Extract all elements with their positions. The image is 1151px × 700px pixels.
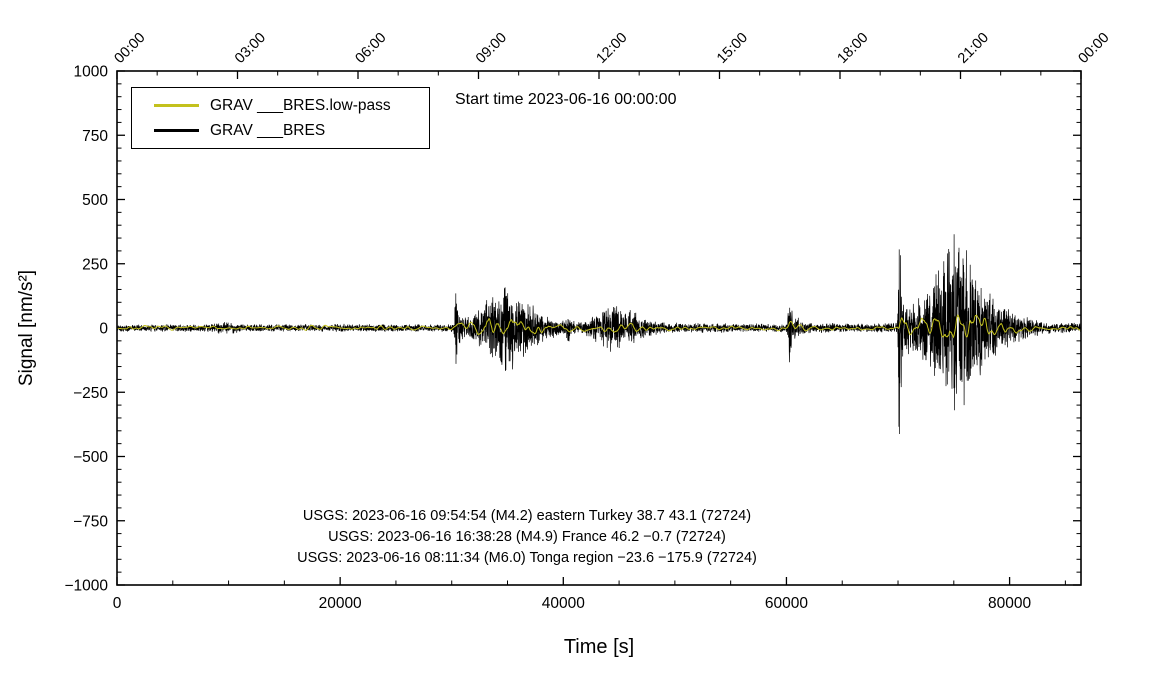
svg-text:00:00: 00:00 xyxy=(1076,30,1113,67)
raw-line-swatch xyxy=(154,129,199,132)
lowpass-line-swatch xyxy=(154,104,199,107)
legend-label-raw: GRAV ___BRES xyxy=(210,121,326,139)
svg-text:500: 500 xyxy=(82,192,108,209)
start-time-label: Start time 2023-06-16 00:00:00 xyxy=(455,91,677,108)
svg-text:1000: 1000 xyxy=(74,64,109,81)
x-axis-label: Time [s] xyxy=(563,636,635,658)
legend-label-lowpass: GRAV ___BRES.low-pass xyxy=(210,96,391,114)
svg-text:15:00: 15:00 xyxy=(714,30,751,67)
svg-text:00:00: 00:00 xyxy=(112,30,149,67)
svg-text:−1000: −1000 xyxy=(64,578,108,595)
svg-text:18:00: 18:00 xyxy=(835,30,872,67)
annotation-line: USGS: 2023-06-16 09:54:54 (M4.2) eastern… xyxy=(302,508,752,524)
event-annotations: USGS: 2023-06-16 09:54:54 (M4.2) eastern… xyxy=(187,506,867,569)
legend: GRAV ___BRES.low-pass GRAV ___BRES xyxy=(131,87,430,149)
svg-text:03:00: 03:00 xyxy=(232,30,269,67)
svg-text:21:00: 21:00 xyxy=(955,30,992,67)
svg-text:40000: 40000 xyxy=(542,595,585,612)
annotation-line: USGS: 2023-06-16 08:11:34 (M6.0) Tonga r… xyxy=(297,550,757,566)
svg-text:−500: −500 xyxy=(73,449,108,466)
svg-text:0: 0 xyxy=(113,595,122,612)
svg-text:06:00: 06:00 xyxy=(353,30,390,67)
svg-text:−750: −750 xyxy=(73,513,108,530)
svg-text:−250: −250 xyxy=(73,385,108,402)
svg-text:250: 250 xyxy=(82,256,108,273)
annotation-line: USGS: 2023-06-16 16:38:28 (M4.9) France … xyxy=(328,529,726,545)
legend-item-lowpass: GRAV ___BRES.low-pass xyxy=(154,97,429,115)
svg-text:12:00: 12:00 xyxy=(594,30,631,67)
svg-text:80000: 80000 xyxy=(988,595,1031,612)
svg-text:0: 0 xyxy=(99,321,108,338)
svg-text:750: 750 xyxy=(82,128,108,145)
svg-text:09:00: 09:00 xyxy=(473,30,510,67)
y-axis-label: Signal [nm/s²] xyxy=(16,269,37,387)
legend-item-raw: GRAV ___BRES xyxy=(154,122,429,140)
svg-text:20000: 20000 xyxy=(319,595,362,612)
svg-text:60000: 60000 xyxy=(765,595,808,612)
